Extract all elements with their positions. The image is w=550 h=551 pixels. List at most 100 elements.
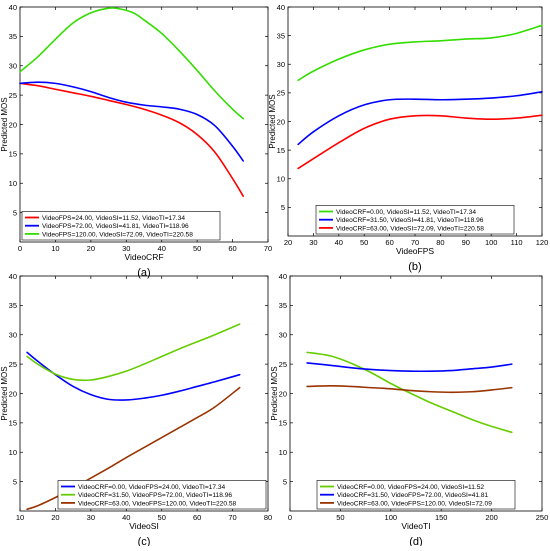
y-axis-label: Predicted MOS xyxy=(270,366,279,420)
legend-box xyxy=(21,211,221,241)
legend-entry: VideoFPS=24.00, VideoSI=11.52, VideoTI=1… xyxy=(42,215,185,222)
x-tick-label: 50 xyxy=(336,513,344,522)
panel-label: (b) xyxy=(408,261,421,273)
y-tick-label: 35 xyxy=(279,301,287,310)
x-tick-label: 250 xyxy=(536,513,549,522)
series-line-2 xyxy=(306,362,513,373)
x-tick-label: 50 xyxy=(158,513,166,522)
legend-entry: VideoCRF=0.00, VideoFPS=24.00, VideoSI=1… xyxy=(337,484,484,491)
legend: VideoFPS=24.00, VideoSI=11.52, VideoTI=1… xyxy=(21,211,221,241)
legend-entry: VideoCRF=31.50, VideoFPS=72.00, VideoSI=… xyxy=(337,492,489,499)
chart-panel-b: 5 10 15 20 25 30 35 40 20 30 40 50 60 70 80 90 100 110 120… xyxy=(268,3,548,273)
legend-entry: VideoCRF=0.00, VideoFPS=24.00, VideoTI=1… xyxy=(78,484,226,491)
y-tick-label: 5 xyxy=(13,208,17,217)
y-tick-label: 15 xyxy=(9,150,17,159)
legend: VideoCRF=0.00, VideoFPS=24.00, VideoSI=1… xyxy=(316,480,516,510)
series-line-2 xyxy=(297,90,543,146)
x-tick-label: 30 xyxy=(122,244,130,253)
x-tick-label: 60 xyxy=(385,238,393,247)
y-tick-label: 15 xyxy=(277,146,285,155)
y-tick-label: 40 xyxy=(279,272,287,281)
y-axis-label: Predicted MOS xyxy=(0,366,9,420)
x-tick-label: 20 xyxy=(284,238,292,247)
y-tick-label: 30 xyxy=(9,62,17,71)
x-tick-label: 80 xyxy=(264,513,272,522)
x-tick-label: 40 xyxy=(335,238,343,247)
series-line-3 xyxy=(306,385,513,394)
x-tick-label: 90 xyxy=(462,238,470,247)
y-axis-label: Predicted MOS xyxy=(268,94,277,148)
x-tick-label: 20 xyxy=(51,513,59,522)
y-tick-label: 30 xyxy=(277,60,285,69)
x-tick-label: 30 xyxy=(87,513,95,522)
y-tick-label: 30 xyxy=(279,331,287,340)
series-line-1 xyxy=(306,351,513,434)
chart-panel-a: 5 10 15 20 25 30 35 40 0 10 20 30 40 50 60 70 VideoCRF Pr… xyxy=(0,3,272,279)
x-tick-label: 10 xyxy=(51,244,59,253)
series-line-3 xyxy=(19,7,244,120)
legend-entry: VideoCRF=31.50, VideoFPS=72.00, VideoTI=… xyxy=(78,492,232,499)
chart-panel-c: 5 10 15 20 25 30 35 40 10 20 30 40 50 60 70 80 VideoSI Pr… xyxy=(0,272,272,548)
x-tick-label: 80 xyxy=(436,238,444,247)
legend-entry: VideoCRF=31.50, VideoSI=41.81, VideoTI=1… xyxy=(336,217,484,224)
y-tick-label: 20 xyxy=(279,389,287,398)
y-axis-label: Predicted MOS xyxy=(0,97,9,151)
y-tick-label: 10 xyxy=(277,175,285,184)
x-tick-label: 100 xyxy=(385,513,398,522)
series-line-1 xyxy=(297,24,543,82)
legend-box xyxy=(57,480,267,510)
x-tick-label: 30 xyxy=(309,238,317,247)
y-tick-label: 20 xyxy=(9,120,17,129)
x-tick-label: 0 xyxy=(18,244,22,253)
chart-panel-d: 5 10 15 20 25 30 35 40 0 50 100 150 200 250 VideoTI Pre… xyxy=(270,272,549,548)
x-tick-label: 10 xyxy=(16,513,24,522)
panel-label: (d) xyxy=(409,536,422,546)
x-axis-label: VideoTI xyxy=(401,521,430,531)
legend-box xyxy=(315,205,515,235)
x-tick-label: 70 xyxy=(264,244,272,253)
series-line-3 xyxy=(297,114,543,170)
y-tick-label: 35 xyxy=(277,31,285,40)
y-tick-label: 20 xyxy=(277,117,285,126)
legend-entry: VideoFPS=72.00, VideoSI=41.81, VideoTI=1… xyxy=(42,223,189,230)
series-line-3 xyxy=(26,386,241,511)
legend-entry: VideoCRF=0.00, VideoSI=11.52, VideoTI=17… xyxy=(336,209,476,216)
y-tick-label: 20 xyxy=(9,389,17,398)
panel-label: (a) xyxy=(137,267,150,279)
series-line-2 xyxy=(19,81,244,162)
x-tick-label: 40 xyxy=(122,513,130,522)
legend-box xyxy=(316,480,516,510)
x-tick-label: 70 xyxy=(228,513,236,522)
x-tick-label: 70 xyxy=(411,238,419,247)
legend-entry: VideoFPS=120.00, VideoSI=72.09, VideoTI=… xyxy=(42,231,193,238)
y-tick-label: 10 xyxy=(279,448,287,457)
x-tick-label: 40 xyxy=(158,244,166,253)
y-tick-label: 30 xyxy=(9,331,17,340)
y-tick-label: 40 xyxy=(9,272,17,281)
x-tick-label: 120 xyxy=(536,238,549,247)
y-tick-label: 25 xyxy=(9,91,17,100)
legend: VideoCRF=0.00, VideoFPS=24.00, VideoTI=1… xyxy=(57,480,267,510)
y-tick-label: 40 xyxy=(9,3,17,12)
y-tick-label: 40 xyxy=(277,3,285,12)
series-line-1 xyxy=(19,82,244,197)
y-tick-label: 10 xyxy=(9,179,17,188)
x-axis-label: VideoFPS xyxy=(396,246,434,256)
y-tick-label: 10 xyxy=(9,448,17,457)
series-line-2 xyxy=(26,323,241,382)
legend-entry: VideoCRF=63.00, VideoSI=72.09, VideoTI=2… xyxy=(336,225,484,232)
x-axis-label: VideoSI xyxy=(129,521,159,531)
x-tick-label: 50 xyxy=(193,244,201,253)
x-tick-label: 60 xyxy=(193,513,201,522)
y-tick-label: 25 xyxy=(9,360,17,369)
x-tick-label: 20 xyxy=(87,244,95,253)
x-axis-label: VideoCRF xyxy=(124,252,163,262)
y-tick-label: 5 xyxy=(283,477,287,486)
y-tick-label: 15 xyxy=(9,419,17,428)
x-tick-label: 200 xyxy=(485,513,498,522)
y-tick-label: 15 xyxy=(279,419,287,428)
legend: VideoCRF=0.00, VideoSI=11.52, VideoTI=17… xyxy=(315,205,515,235)
x-tick-label: 0 xyxy=(288,513,292,522)
